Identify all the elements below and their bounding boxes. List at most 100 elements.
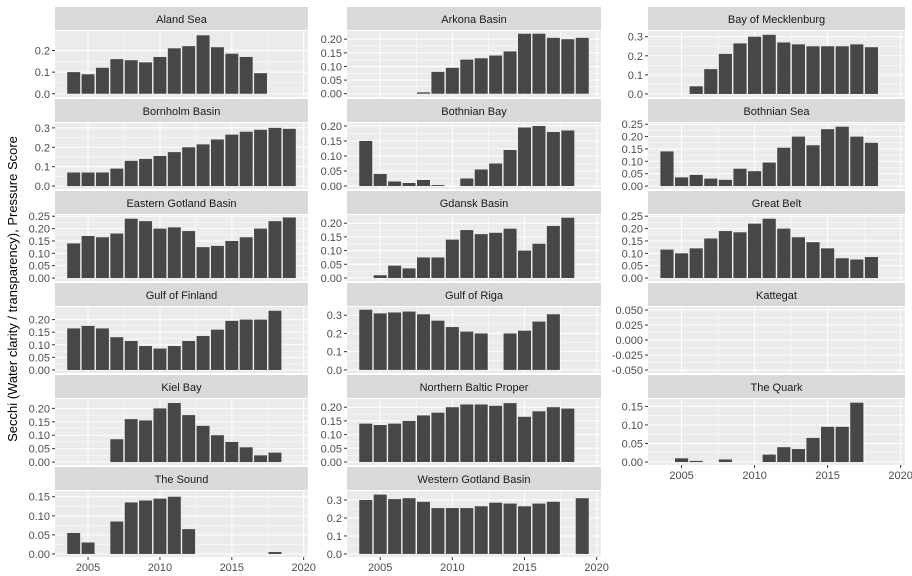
y-tick-label: 0.3	[327, 310, 342, 322]
bar	[282, 217, 296, 279]
y-tick-label: 0.20	[321, 121, 342, 133]
bar	[503, 503, 517, 554]
bar	[445, 407, 459, 462]
facet-title: Northern Baltic Proper	[420, 382, 529, 394]
x-tick-label: 2005	[76, 562, 100, 574]
facet-western-gotland-basin: Western Gotland Basin 0.0 0.1 0.2 0.3 2005 201…	[327, 467, 609, 574]
facet-title: Western Gotland Basin	[418, 474, 531, 486]
bar	[431, 257, 445, 278]
facet-strip	[648, 7, 905, 30]
x-tick-label: 2005	[368, 562, 392, 574]
bar	[81, 172, 95, 187]
y-tick-label: 0.2	[35, 45, 50, 57]
y-tick-label: 0.1	[35, 67, 50, 79]
y-tick-label: 0.05	[321, 259, 342, 271]
facet-great-belt: Great Belt 0.000.050.100.150.200.25	[622, 191, 905, 285]
bar	[402, 183, 416, 186]
y-tick-label: 0.0	[327, 549, 342, 561]
bar	[139, 221, 153, 279]
y-tick-label: 0.10	[321, 430, 342, 442]
bar	[167, 48, 181, 94]
facet-the-sound: The Sound 0.00 0.05 0.10 0.15 2005 2010 2015 202…	[29, 467, 316, 574]
bar	[254, 319, 268, 370]
bar	[821, 129, 835, 187]
bar	[532, 33, 546, 94]
bar	[518, 250, 532, 278]
bar	[503, 150, 517, 186]
y-tick-label: 0.05	[321, 166, 342, 178]
bar	[124, 60, 138, 94]
facet-strip	[347, 99, 601, 122]
y-tick-label: 0.3	[35, 123, 50, 135]
y-tick-label: 0.05	[29, 530, 50, 542]
bar	[416, 257, 430, 278]
facet-bothnian-sea: Bothnian Sea 0.000.050.100.150.200.25	[622, 99, 905, 193]
facet-title: Arkona Basin	[441, 14, 506, 26]
bar	[402, 311, 416, 370]
bar	[518, 330, 532, 370]
bar	[835, 258, 849, 279]
bar	[254, 129, 268, 187]
facet-title: Gulf of Finland	[146, 290, 218, 302]
bar	[489, 502, 503, 554]
bar	[81, 236, 95, 279]
bar	[689, 248, 703, 279]
bar	[225, 320, 239, 370]
bar	[445, 327, 459, 370]
bar	[518, 506, 532, 554]
bar	[95, 237, 109, 279]
bar	[546, 407, 560, 462]
y-tick-label: 0.15	[622, 236, 643, 248]
bar	[835, 126, 849, 187]
facet-the-quark: The Quark 0.00 0.05 0.10 0.15 2005 2010 2015 202…	[622, 375, 912, 482]
bar	[239, 237, 253, 279]
y-tick-label: 0.05	[622, 169, 643, 181]
y-tick-label: 0.0	[35, 89, 50, 101]
bar	[196, 144, 210, 187]
bar	[182, 341, 196, 370]
bar	[733, 168, 747, 187]
y-tick-label: 0.00	[29, 365, 50, 377]
bar	[489, 405, 503, 462]
bar	[489, 55, 503, 94]
y-tick-label: 0.10	[321, 246, 342, 258]
panel-background	[648, 399, 905, 465]
facet-kattegat: Kattegat -0.050 -0.025 0.000 0.025 0.050	[612, 283, 905, 377]
bar	[196, 247, 210, 279]
facet-bornholm-basin: Bornholm Basin 0.0 0.1 0.2 0.3	[35, 99, 308, 193]
y-tick-label: 0.05	[321, 75, 342, 87]
bar	[225, 240, 239, 279]
bar	[196, 335, 210, 370]
bar	[210, 245, 224, 279]
bar	[210, 139, 224, 187]
y-tick-label: -0.025	[612, 350, 643, 362]
bar	[431, 320, 445, 370]
bar	[561, 130, 575, 186]
facet-title: Gulf of Riga	[445, 290, 504, 302]
y-tick-label: 0.3	[628, 32, 643, 44]
y-tick-label: 0.00	[622, 181, 643, 193]
y-tick-label: 0.25	[29, 211, 50, 223]
y-tick-label: 0.1	[327, 347, 342, 359]
y-tick-label: 0.0	[628, 89, 643, 101]
bar	[821, 248, 835, 279]
y-tick-label: 0.15	[29, 417, 50, 429]
x-tick-label: 2010	[440, 562, 464, 574]
bar	[402, 420, 416, 462]
bar	[239, 319, 253, 370]
bar	[518, 33, 532, 94]
bar	[675, 177, 689, 187]
bar	[268, 127, 282, 187]
panel-background	[55, 491, 308, 557]
y-tick-label: 0.050	[615, 305, 643, 317]
bar	[532, 126, 546, 186]
bar	[196, 35, 210, 94]
facet-title: The Quark	[751, 382, 803, 394]
bar	[416, 180, 430, 186]
bar	[388, 423, 402, 462]
y-tick-label: 0.15	[622, 401, 643, 413]
y-tick-label: 0.00	[321, 181, 342, 193]
bar	[532, 411, 546, 462]
facet-strip	[648, 375, 905, 398]
bar	[546, 501, 560, 554]
